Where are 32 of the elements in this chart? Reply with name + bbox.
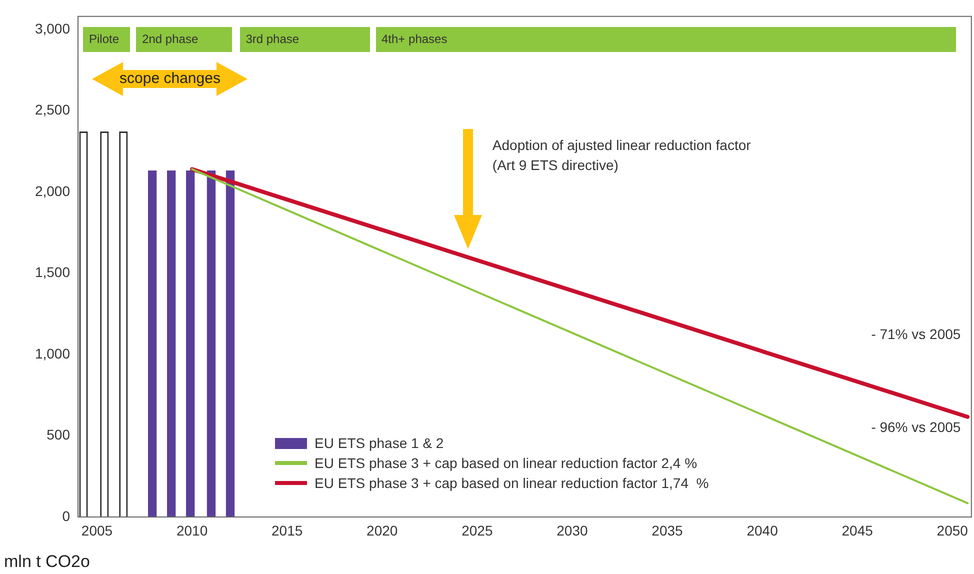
legend-label: EU ETS phase 3 + cap based on linear reduction factor 2,4 % — [314, 454, 698, 473]
y-tick-label: 1,500 — [34, 264, 70, 280]
y-tick-label: 1,000 — [34, 345, 70, 362]
y-tick-label: 2,000 — [34, 182, 70, 199]
y-tick-label: 2,500 — [34, 102, 70, 118]
label-box: Pilote — [83, 27, 130, 52]
x-tick-label: 2045 — [842, 522, 874, 538]
x-tick-label: 2035 — [652, 522, 684, 538]
label-box: 4th+ phases — [376, 27, 956, 52]
x-tick-label: 2010 — [176, 522, 208, 538]
x-tick-label: 2025 — [462, 522, 493, 538]
x-tick-label: 2015 — [272, 522, 303, 538]
x-tick-label: 2020 — [366, 522, 398, 538]
label-box: 3rd phase — [240, 27, 370, 52]
legend-label: EU ETS phase 3 + cap based on linear reduction factor 1,74 % — [314, 474, 709, 493]
x-tick-label: 2050 — [936, 522, 968, 538]
annotation: 4th+ phases — [382, 31, 448, 48]
annotation: - 71% vs 2005 — [871, 325, 961, 344]
label-box: 2nd phase — [136, 27, 232, 52]
y-axis-title: mln t CO2o — [4, 552, 90, 572]
y-tick-label: 3,000 — [34, 20, 70, 36]
y-tick-label: 0 — [62, 508, 70, 524]
x-tick-label: 2005 — [81, 522, 113, 538]
annotation: 3rd phase — [246, 31, 300, 48]
x-tick-label: 2040 — [746, 522, 778, 538]
x-tick-label: 2030 — [556, 522, 588, 538]
legend-label: EU ETS phase 1 & 2 — [314, 434, 444, 453]
annotation: - 96% vs 2005 — [871, 418, 961, 437]
y-tick-label: 500 — [46, 426, 70, 443]
annotation: 2nd phase — [142, 31, 198, 48]
annotation: Pilote — [89, 31, 120, 48]
annotation: Adoption of ajusted linear reduction factor (Art 9 ETS directive) — [492, 136, 751, 176]
